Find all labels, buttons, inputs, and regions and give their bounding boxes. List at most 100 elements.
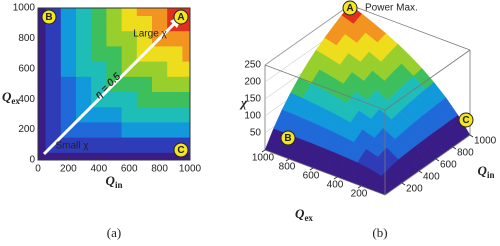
heat-cell (60, 152, 77, 161)
marker-label: A (177, 12, 184, 23)
y-tick (309, 167, 314, 171)
heat-cell (167, 106, 183, 123)
marker-circle (458, 112, 474, 128)
heat-cell (136, 61, 153, 77)
marker-circle (342, 0, 358, 16)
heat-cell (121, 76, 138, 92)
heat-cell (91, 30, 107, 47)
y-tick-label: 400 (18, 94, 35, 105)
heat-cell (76, 15, 92, 32)
heat-cell (38, 61, 46, 77)
heat-cell (76, 8, 92, 16)
heat-cell (60, 46, 77, 62)
heat-cell (45, 122, 62, 138)
heat-cell (121, 152, 138, 161)
heat-cell (106, 15, 122, 32)
heat-cell (152, 8, 168, 16)
heat-cell (38, 91, 46, 108)
heat-cell (152, 46, 168, 62)
y-tick-label: 1000 (252, 153, 275, 164)
heat-cell (76, 46, 92, 62)
heat-cell (136, 15, 153, 32)
y-tick-label: 1000 (13, 3, 36, 14)
y-axis-label: Qex (295, 206, 313, 223)
heat-cell (121, 122, 138, 138)
marker-circle (173, 9, 189, 25)
heat-cell (167, 30, 183, 47)
heat-cell (182, 122, 191, 138)
heat-cell (38, 8, 46, 16)
z-tick-label: 250 (244, 60, 261, 71)
heat-cell (152, 152, 168, 161)
heat-cell (45, 76, 62, 92)
y-tick (285, 158, 290, 162)
heat-cell (182, 61, 191, 77)
heat-cell (45, 46, 62, 62)
heat-cell (121, 91, 138, 108)
heat-cell (182, 152, 191, 161)
heat-cell (76, 91, 92, 108)
heat-cell (167, 46, 183, 62)
large-label: Large χ (133, 29, 167, 40)
heat-cell (136, 106, 153, 123)
heat-cell (91, 137, 107, 153)
heat-cell (106, 106, 122, 123)
y-axis-label-symbol: Q (2, 89, 12, 104)
heat-cell (167, 8, 183, 16)
heat-cell (91, 46, 107, 62)
heat-cell (91, 8, 107, 16)
heat-cell (182, 106, 191, 123)
marker-label: C (462, 115, 469, 126)
x-axis-label-symbol: Q (106, 173, 116, 188)
heat-cell (167, 152, 183, 161)
heat-cell (121, 8, 138, 16)
heat-cell (136, 91, 153, 108)
z-axis-label: χ (239, 95, 248, 110)
heat-cell (121, 106, 138, 123)
x-tick-label: 200 (406, 184, 423, 195)
y-tick (261, 149, 266, 153)
heat-cell (106, 137, 122, 153)
plot-frame (37, 7, 191, 161)
heat-cell (91, 61, 107, 77)
marker-circle (41, 9, 57, 25)
heat-cell (121, 30, 138, 47)
x-tick-label: 0 (35, 164, 41, 175)
heat-cell (38, 15, 46, 32)
x-tick (418, 170, 423, 174)
heat-cell (106, 122, 122, 138)
heat-cell (76, 61, 92, 77)
x-tick-label: 400 (423, 172, 440, 183)
y-tick-label: 800 (279, 162, 296, 173)
x-tick-label: 400 (90, 164, 107, 175)
y-tick-label: 800 (18, 33, 35, 44)
heat-cell (182, 91, 191, 108)
heat-cell (136, 30, 153, 47)
x-axis-label-symbol: Q (478, 163, 488, 178)
heat-cell (60, 8, 77, 16)
caption: (b) (372, 225, 387, 240)
heat-cell (106, 61, 122, 77)
heat-cell (106, 8, 122, 16)
x-tick (435, 158, 440, 162)
peak-label: Power Max. (365, 3, 418, 14)
y-tick-label: 200 (351, 189, 368, 200)
z-tick-label: 50 (250, 128, 262, 139)
heat-cell (182, 30, 191, 47)
heat-cell (167, 122, 183, 138)
heat-cell (167, 91, 183, 108)
heat-cell (152, 61, 168, 77)
x-tick (469, 134, 474, 138)
heat-cell (38, 137, 46, 153)
heat-cell (45, 91, 62, 108)
x-tick-label: 1000 (179, 164, 202, 175)
heat-cell (182, 15, 191, 32)
heat-cell (152, 15, 168, 32)
y-tick (333, 176, 338, 180)
heat-cell (182, 76, 191, 92)
heat-cell (152, 122, 168, 138)
heat-cell (106, 30, 122, 47)
x-tick-label: 800 (151, 164, 168, 175)
y-axis-label-sub: ex (304, 213, 313, 223)
